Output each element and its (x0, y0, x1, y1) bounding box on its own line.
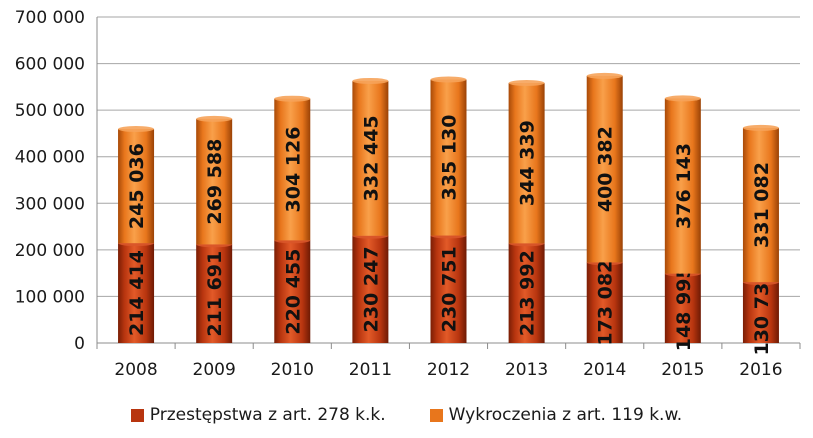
data-label-przestepstwa: 148 995 (673, 265, 695, 351)
y-tick-label: 200 000 (15, 241, 85, 261)
bar-przestepstwa (508, 243, 545, 343)
bar-wykroczenia-top (274, 95, 311, 102)
y-tick-label: 600 000 (15, 55, 85, 75)
legend-item-wykroczenia: Wykroczenia z art. 119 k.w. (429, 405, 683, 425)
x-tick-label: 2008 (114, 360, 157, 380)
bar-przestepstwa (196, 244, 233, 343)
bar-przestepstwa (664, 273, 701, 343)
y-tick-label: 100 000 (15, 287, 85, 307)
bar-wykroczenia-top (430, 76, 467, 83)
bar-wykroczenia (742, 127, 779, 283)
data-label-przestepstwa: 230 247 (360, 246, 382, 332)
bar-wykroczenia-top (352, 77, 389, 84)
bar-wykroczenia (118, 129, 155, 244)
bar-wykroczenia-top (586, 72, 623, 79)
legend-swatch-przestepstwa (130, 408, 144, 422)
data-label-przestepstwa: 213 992 (517, 250, 539, 336)
bar-wykroczenia (664, 98, 701, 274)
y-tick-label: 400 000 (15, 148, 85, 168)
x-tick-label: 2010 (271, 360, 314, 380)
bar-wykroczenia (586, 75, 623, 263)
data-label-przestepstwa: 211 691 (204, 251, 226, 337)
data-label-wykroczenia: 269 588 (204, 139, 226, 225)
bar-wykroczenia (196, 118, 233, 245)
data-label-przestepstwa: 173 082 (595, 260, 617, 346)
bar-wykroczenia (508, 82, 545, 244)
legend-item-przestepstwa: Przestępstwa z art. 278 k.k. (130, 405, 386, 425)
y-tick-label: 500 000 (15, 101, 85, 121)
data-label-przestepstwa: 230 751 (439, 246, 461, 332)
stacked-bar-chart: 0 100 000 200 000 300 000 400 000 500 000 600 … (15, 8, 801, 380)
bar-przestepstwa (430, 235, 467, 343)
y-tick-label: 300 000 (15, 194, 85, 214)
y-tick-label: 700 000 (15, 8, 85, 28)
x-tick-label: 2013 (505, 360, 548, 380)
x-tick-label: 2016 (739, 360, 782, 380)
bar-wykroczenia (430, 79, 467, 236)
bar-przestepstwa (352, 235, 389, 343)
data-label-wykroczenia: 344 339 (517, 120, 539, 206)
data-label-wykroczenia: 400 382 (595, 126, 617, 212)
bar-przestepstwa (118, 243, 155, 343)
data-label-przestepstwa: 130 738 (751, 270, 773, 356)
data-label-wykroczenia: 332 445 (360, 115, 382, 201)
x-tick-label: 2015 (661, 360, 704, 380)
data-label-wykroczenia: 331 082 (751, 162, 773, 248)
data-label-przestepstwa: 214 414 (126, 250, 148, 336)
bar-wykroczenia (274, 98, 311, 241)
x-axis-ticks: 2008 2009 2010 2011 2012 2013 2014 2015 2016 (114, 360, 782, 380)
x-tick-label: 2014 (583, 360, 626, 380)
bar-przestepstwa (586, 262, 623, 343)
data-label-wykroczenia: 335 130 (439, 115, 461, 201)
bar-wykroczenia-top (508, 79, 545, 86)
bars: 214 414 245 036 211 691 269 588 220 455 304 1… (118, 72, 779, 356)
data-label-wykroczenia: 376 143 (673, 143, 695, 229)
data-label-wykroczenia: 304 126 (282, 127, 304, 213)
bar-wykroczenia (352, 80, 389, 236)
legend-swatch-wykroczenia (429, 408, 443, 422)
bar-wykroczenia-top (196, 115, 233, 122)
x-tick-label: 2012 (427, 360, 470, 380)
legend: Przestępstwa z art. 278 k.k. Wykroczenia… (0, 400, 813, 430)
x-tick-label: 2009 (193, 360, 236, 380)
legend-label-wykroczenia: Wykroczenia z art. 119 k.w. (448, 405, 683, 425)
y-tick-label: 0 (74, 334, 85, 354)
bar-przestepstwa (742, 282, 779, 343)
x-tick-label: 2011 (349, 360, 392, 380)
y-axis-ticks: 0 100 000 200 000 300 000 400 000 500 000 600 … (15, 8, 85, 354)
legend-label-przestepstwa: Przestępstwa z art. 278 k.k. (149, 405, 386, 425)
data-label-przestepstwa: 220 455 (282, 249, 304, 335)
data-label-wykroczenia: 245 036 (126, 143, 148, 229)
bar-wykroczenia-top (742, 124, 779, 131)
bar-przestepstwa (274, 240, 311, 343)
bar-wykroczenia-top (118, 126, 155, 133)
bar-wykroczenia-top (664, 95, 701, 102)
